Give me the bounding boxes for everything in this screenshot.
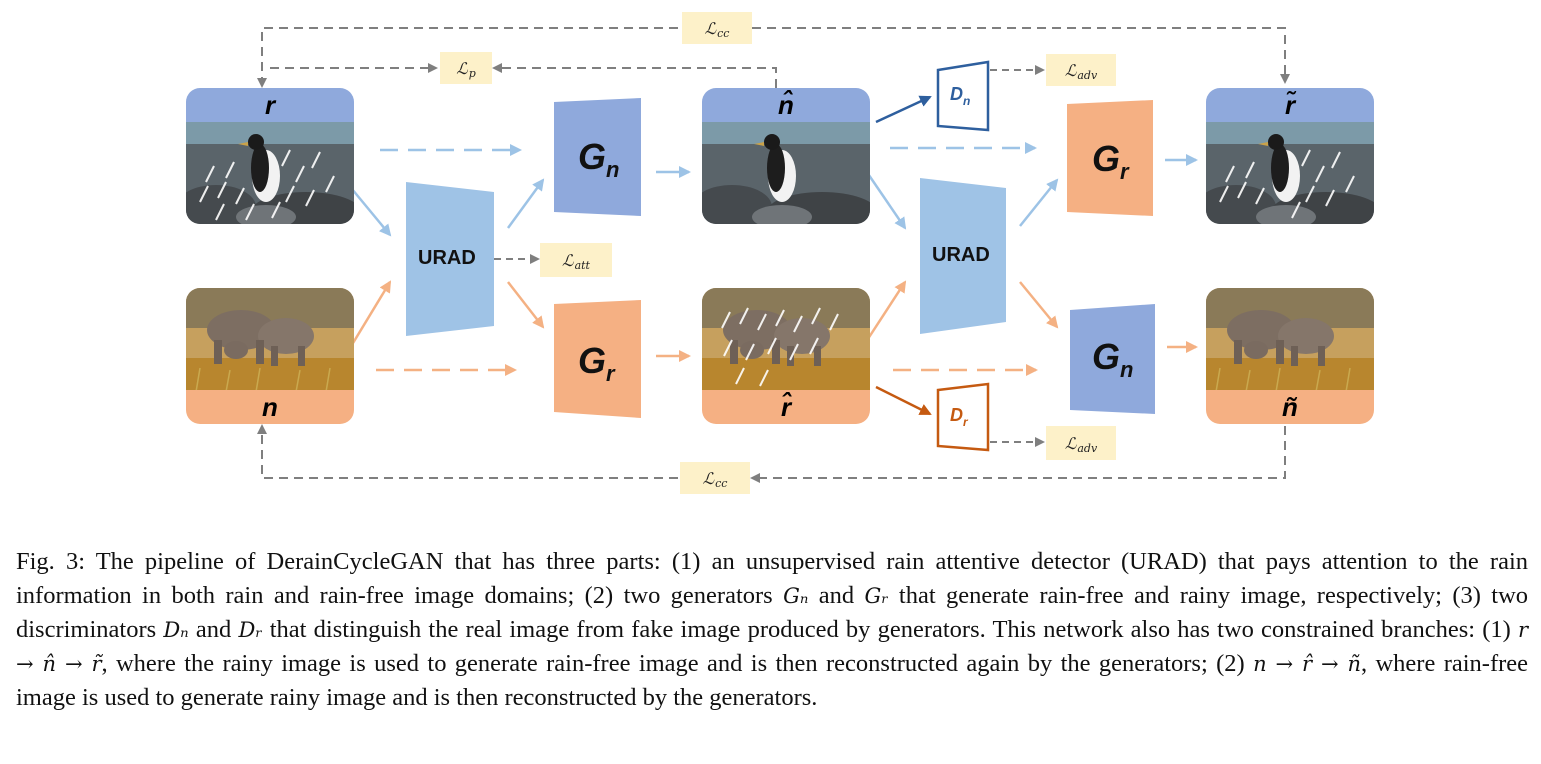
loss-cc-bottom-sub: cc — [715, 476, 728, 490]
gen-n-top-sub: n — [606, 157, 620, 182]
urad-left-label: URAD — [418, 247, 476, 269]
gen-n-right-letter: G — [1092, 336, 1121, 377]
disc-r-label: Dr — [950, 405, 968, 429]
gen-r-right-letter: G — [1092, 138, 1121, 179]
gen-r-bottom-sub: r — [606, 361, 615, 386]
cc-bottom-loop — [257, 424, 1286, 483]
loss-adv-top-symbol: ℒ — [1064, 60, 1077, 80]
caption-part-6: , where the rainy image is used to gener… — [101, 650, 1254, 677]
card-n-tilde: ñ — [1206, 288, 1374, 424]
cc-top-loop — [257, 27, 1290, 88]
loss-cc-top-symbol: ℒ — [704, 18, 717, 38]
gen-r-bottom-letter: G — [578, 340, 607, 381]
loss-cc-bottom-symbol: ℒ — [702, 468, 715, 488]
urad-left-block — [406, 182, 494, 336]
caption-part-2: and — [808, 582, 865, 609]
card-n-hat-label: n̂ — [702, 88, 870, 122]
arrow-urad-to-gr-right — [1019, 178, 1059, 227]
caption-math-dr: Dᵣ — [238, 618, 263, 642]
caption-math-dn: Dₙ — [163, 618, 189, 642]
caption-part-7: , where rain-free image is used to gener… — [16, 650, 1529, 711]
loss-p-symbol: ℒ — [456, 58, 468, 78]
arrow-rhat-to-dr — [875, 385, 932, 416]
gen-r-bottom-label: Gr — [578, 340, 615, 386]
loss-p-sub: p — [468, 66, 476, 80]
caption-math-gn: Gₙ — [783, 584, 809, 608]
card-r: r — [186, 88, 354, 224]
penguin-derained-image — [702, 122, 870, 224]
caption-part-1: Fig. 3: The pipeline of DerainCycleGAN t… — [16, 548, 1528, 609]
gen-r-right-sub: r — [1120, 159, 1129, 184]
caption-part-5: that distinguish the real image from fak… — [262, 616, 1518, 643]
loss-att-sub: att — [574, 258, 590, 272]
disc-n-sub: n — [963, 94, 971, 108]
arrow-urad-to-gn — [506, 178, 545, 229]
gen-n-top-letter: G — [578, 136, 607, 177]
caption-math-branch-2: n → r̂ → ñ — [1253, 652, 1361, 676]
penguin-reconstructed-rainy-image — [1206, 122, 1374, 224]
loss-adv-top-sub: adv — [1077, 68, 1098, 82]
card-n: n — [186, 288, 354, 424]
gen-n-right-block — [1070, 304, 1155, 414]
penguin-rainy-image — [186, 122, 354, 224]
elephants-reconstructed-clean-image — [1206, 288, 1374, 392]
figure-caption: Fig. 3: The pipeline of DerainCycleGAN t… — [16, 545, 1528, 715]
card-r-hat-label: r̂ — [702, 390, 870, 424]
disc-r-block — [936, 382, 990, 452]
elephants-clean-image — [186, 288, 354, 392]
card-r-tilde-label: r̃ — [1206, 88, 1374, 122]
arrow-n-to-urad — [348, 280, 392, 349]
urad-right-label: URAD — [932, 244, 990, 266]
loss-att-symbol: ℒ — [562, 250, 574, 270]
card-r-label: r — [186, 88, 354, 122]
gen-r-right-label: Gr — [1092, 138, 1129, 184]
caption-part-4: and — [188, 616, 239, 643]
gen-r-right-block — [1067, 100, 1153, 216]
elephants-rainy-image — [702, 288, 870, 392]
arrow-r-to-urad — [346, 182, 392, 237]
gen-n-right-sub: n — [1120, 357, 1134, 382]
card-n-hat: n̂ — [702, 88, 870, 224]
arrow-urad-to-gn-right — [1019, 281, 1059, 329]
gen-n-right-label: Gn — [1092, 336, 1133, 382]
disc-r-sub: r — [963, 415, 968, 429]
disc-n-block — [936, 60, 990, 132]
card-n-label: n — [186, 390, 354, 424]
caption-part-3: that generate rain-free and rainy image,… — [16, 582, 1529, 643]
loss-adv-bottom-symbol: ℒ — [1064, 433, 1077, 453]
gen-n-top-label: Gn — [578, 136, 619, 182]
loss-adv-bottom-sub: adv — [1077, 441, 1098, 455]
caption-math-gr: Gᵣ — [864, 584, 889, 608]
gen-n-top-block — [554, 98, 641, 216]
card-r-tilde: r̃ — [1206, 88, 1374, 224]
disc-n-label: Dn — [950, 84, 971, 108]
caption-math-branch-1: r → n̂ → r̃ — [16, 618, 1528, 676]
gen-r-bottom-block — [554, 300, 641, 418]
arrow-urad-to-gr — [507, 281, 545, 329]
diagram-svg — [257, 27, 1290, 483]
card-r-hat: r̂ — [702, 288, 870, 424]
disc-r-letter: D — [950, 405, 963, 425]
disc-n-letter: D — [950, 84, 963, 104]
loss-cc-top-sub: cc — [717, 26, 730, 40]
card-n-tilde-label: ñ — [1206, 390, 1374, 424]
pipeline-diagram: r — [186, 12, 1374, 494]
arrow-nhat-to-dn — [875, 95, 932, 124]
p-loss-lines — [270, 63, 777, 88]
urad-right-block — [920, 178, 1006, 334]
